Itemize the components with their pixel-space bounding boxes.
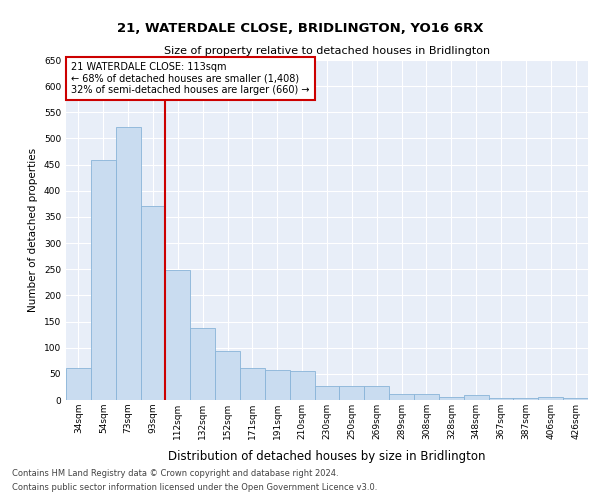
Bar [140,206,166,400]
Bar [91,160,116,400]
Bar [364,386,389,400]
Bar [538,398,563,400]
Bar [190,328,215,400]
Bar [340,386,364,400]
Bar [66,368,91,400]
Bar [314,386,340,400]
Text: Contains HM Land Registry data © Crown copyright and database right 2024.: Contains HM Land Registry data © Crown c… [12,468,338,477]
Bar [514,398,538,400]
Text: Contains public sector information licensed under the Open Government Licence v3: Contains public sector information licen… [12,484,377,492]
Text: 21 WATERDALE CLOSE: 113sqm
← 68% of detached houses are smaller (1,408)
32% of s: 21 WATERDALE CLOSE: 113sqm ← 68% of deta… [71,62,310,95]
Y-axis label: Number of detached properties: Number of detached properties [28,148,38,312]
Bar [464,395,488,400]
Bar [290,371,314,400]
Bar [563,398,588,400]
Bar [389,394,414,400]
Bar [215,352,240,400]
Bar [116,127,140,400]
Title: Size of property relative to detached houses in Bridlington: Size of property relative to detached ho… [164,46,490,56]
Bar [439,398,464,400]
Bar [166,270,190,400]
Bar [240,368,265,400]
Bar [488,398,514,400]
X-axis label: Distribution of detached houses by size in Bridlington: Distribution of detached houses by size … [168,450,486,464]
Text: 21, WATERDALE CLOSE, BRIDLINGTON, YO16 6RX: 21, WATERDALE CLOSE, BRIDLINGTON, YO16 6… [117,22,483,36]
Bar [414,394,439,400]
Bar [265,370,290,400]
